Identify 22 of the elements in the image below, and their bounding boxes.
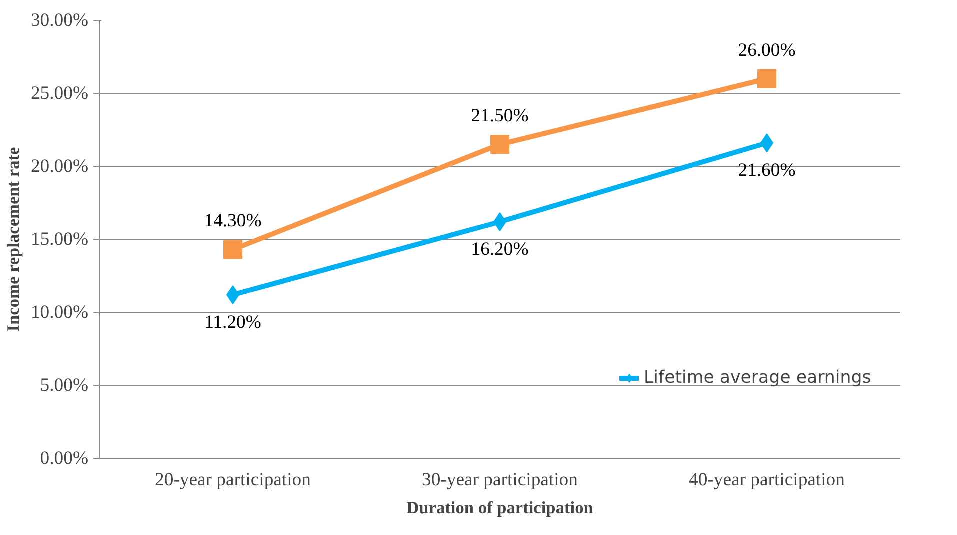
x-tick-label: 40-year participation <box>689 470 846 490</box>
y-tick-label: 5.00% <box>40 375 89 396</box>
data-label: 26.00% <box>738 40 796 61</box>
y-tick-label: 10.00% <box>30 302 89 323</box>
point <box>224 240 242 260</box>
data-label: 16.20% <box>471 238 529 260</box>
y-tick-label: 0.00% <box>40 448 89 469</box>
point <box>490 135 510 154</box>
y-tick-label: 20.00% <box>30 156 89 177</box>
data-label: 21.60% <box>738 160 796 182</box>
y-tick-label: 30.00% <box>30 10 89 31</box>
data-label: 11.20% <box>204 312 262 333</box>
data-label: 21.50% <box>471 106 529 127</box>
x-tick-label: 30-year participation <box>422 470 579 490</box>
y-axis-title: Income replacement rate <box>4 146 23 332</box>
x-axis-title: Duration of participation <box>406 498 594 518</box>
point <box>758 69 776 88</box>
data-label: 14.30% <box>204 210 262 232</box>
y-tick-label: 15.00% <box>30 229 89 250</box>
legend-label: Lifetime average earnings <box>644 368 872 388</box>
x-tick-label: 20-year participation <box>155 470 312 490</box>
y-tick-label: 25.00% <box>30 83 89 104</box>
